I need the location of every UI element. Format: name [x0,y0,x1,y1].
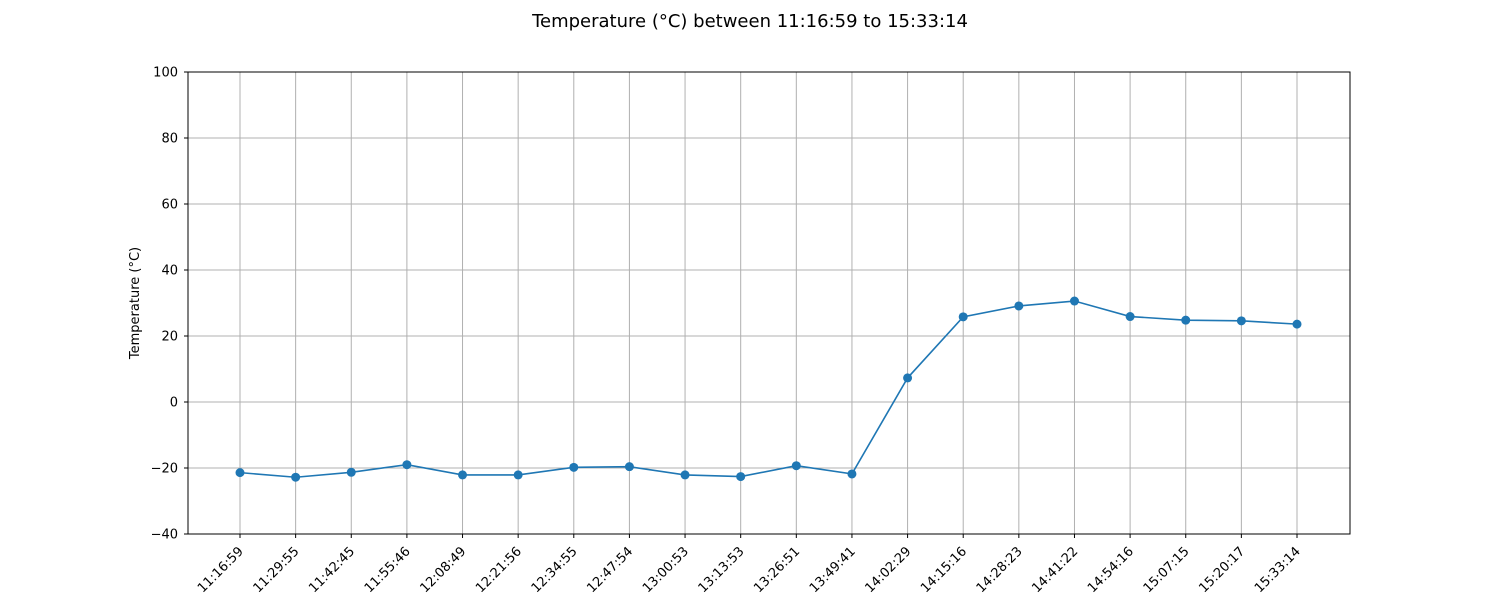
y-tick-label: −20 [151,462,178,477]
data-point [235,468,245,478]
x-tick-label: 12:08:49 [417,544,469,596]
y-tick-label: 20 [161,330,178,345]
data-point [1069,296,1079,306]
plot-frame [187,71,1351,535]
data-point [569,462,579,472]
data-point [1292,319,1302,329]
data-point [458,470,468,480]
data-point [903,373,913,383]
x-tick-label: 14:15:16 [918,544,970,596]
y-tick-label: 60 [161,198,178,213]
x-tick-label: 14:28:23 [974,544,1026,596]
x-tick-label: 11:42:45 [306,544,358,596]
data-point [791,461,801,471]
x-tick-label: 13:00:53 [640,544,692,596]
y-tick-label: 100 [153,66,178,81]
data-point [847,469,857,479]
series-line [239,300,1298,479]
series-line-layer [239,300,1298,479]
data-point [1014,301,1024,311]
x-tick-label: 14:54:16 [1085,544,1137,596]
data-point [958,312,968,322]
x-tick-label: 13:26:51 [751,544,803,596]
x-tick-label: 12:34:55 [529,544,581,596]
grid-lines [188,71,1350,535]
data-point [513,470,523,480]
x-tick-label: 14:41:22 [1029,544,1081,596]
y-tick-label: 80 [161,132,178,147]
data-point [402,460,412,470]
data-point [624,462,634,472]
x-tick-label: 13:49:41 [807,544,859,596]
data-point [291,472,301,482]
x-tick-label: 15:07:15 [1141,544,1193,596]
x-tick-label: 15:33:14 [1252,544,1304,596]
x-tick-label: 12:21:56 [473,544,525,596]
x-tick-label: 12:47:54 [584,544,636,596]
y-axis-ticks: −40 −20 0 20 40 60 80 100 [151,66,188,543]
data-point [736,472,746,482]
data-point [1181,315,1191,325]
data-point [1236,316,1246,326]
chart-title: Temperature (°C) between 11:16:59 to 15:… [531,11,968,32]
y-axis-label: Temperature (°C) [128,247,143,360]
data-point [346,467,356,477]
y-tick-label: 0 [170,396,178,411]
x-tick-label: 11:29:55 [251,544,303,596]
x-tick-label: 11:55:46 [362,544,414,596]
y-tick-label: 40 [161,264,178,279]
data-point [1125,312,1135,322]
x-axis-ticks: 11:16:59 11:29:55 11:42:45 11:55:46 12:08:49… [195,534,1304,596]
data-points-layer [235,296,1302,482]
x-tick-label: 13:13:53 [696,544,748,596]
x-tick-label: 11:16:59 [195,544,247,596]
x-tick-label: 15:20:17 [1196,544,1248,596]
x-tick-label: 14:02:29 [863,544,915,596]
y-tick-label: −40 [151,528,178,543]
data-point [680,470,690,480]
